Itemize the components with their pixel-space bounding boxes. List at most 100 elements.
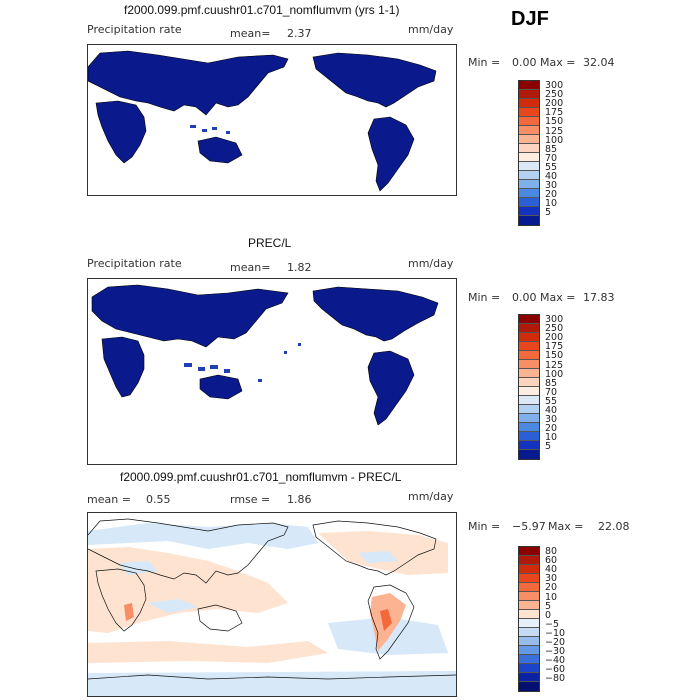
colorbar-tick-label: −60 <box>545 664 566 676</box>
panel2-units: mm/day <box>408 257 454 270</box>
panel2-mean-label: mean= <box>230 261 271 274</box>
panel3-mean-value: 0.55 <box>146 493 171 506</box>
colorbar-swatch <box>519 216 539 225</box>
colorbar-swatch <box>519 162 539 171</box>
colorbar-tick-label: −40 <box>545 655 566 667</box>
panel1-title: f2000.099.pmf.cuushr01.c701_nomflumvm (y… <box>124 3 400 17</box>
colorbar-tick-label: 20 <box>545 423 558 435</box>
panel2-variable-label: Precipitation rate <box>87 257 182 270</box>
panel3-rmse-label: rmse = <box>230 493 271 506</box>
colorbar-tick-label: 70 <box>545 152 558 164</box>
panel2-min-value: 0.00 <box>512 291 537 304</box>
colorbar-tick-label: 40 <box>545 171 558 182</box>
colorbar-tick-label: 20 <box>545 582 558 594</box>
colorbar-swatch <box>519 423 539 432</box>
panel3-colorbar-swatches <box>519 547 539 691</box>
colorbar-tick-label: 10 <box>545 591 558 603</box>
colorbar-swatch <box>519 646 539 655</box>
colorbar-tick-label: 70 <box>545 386 558 398</box>
colorbar-tick-label: 200 <box>545 98 564 110</box>
colorbar-swatch <box>519 601 539 610</box>
colorbar-tick-label: 5 <box>545 207 552 219</box>
colorbar-swatch <box>519 387 539 396</box>
colorbar-tick-label: 30 <box>545 414 558 426</box>
panel1-mean-label: mean= <box>230 27 271 40</box>
colorbar-tick-label: 30 <box>545 573 558 585</box>
colorbar-swatch <box>519 90 539 99</box>
colorbar-tick-label: 55 <box>545 161 558 173</box>
colorbar-tick-label: 85 <box>545 377 558 389</box>
colorbar-swatch <box>519 180 539 189</box>
colorbar-tick-label: 125 <box>545 359 564 371</box>
panel2-land <box>91 284 439 426</box>
colorbar-swatch <box>519 441 539 450</box>
colorbar-swatch <box>519 171 539 180</box>
colorbar-swatch <box>519 324 539 333</box>
colorbar-swatch <box>519 198 539 207</box>
colorbar-tick-label: −10 <box>545 627 566 639</box>
colorbar-swatch <box>519 655 539 664</box>
colorbar-tick-label: 60 <box>545 555 558 567</box>
panel3-colorbar <box>518 546 540 692</box>
colorbar-tick-label: −20 <box>545 637 566 648</box>
colorbar-swatch <box>519 547 539 556</box>
colorbar-swatch <box>519 351 539 360</box>
colorbar-swatch <box>519 135 539 144</box>
panel1-max-label: Max = <box>540 56 576 69</box>
colorbar-swatch <box>519 432 539 441</box>
colorbar-swatch <box>519 378 539 387</box>
panel2-max-value: 17.83 <box>583 291 615 304</box>
colorbar-tick-label: 80 <box>545 546 558 557</box>
colorbar-swatch <box>519 565 539 574</box>
colorbar-swatch <box>519 610 539 619</box>
colorbar-tick-label: 10 <box>545 198 558 210</box>
season-label: DJF <box>511 8 549 30</box>
colorbar-swatch <box>519 207 539 216</box>
colorbar-swatch <box>519 682 539 691</box>
colorbar-swatch <box>519 333 539 342</box>
colorbar-swatch <box>519 583 539 592</box>
panel1-min-value: 0.00 <box>512 56 537 69</box>
colorbar-tick-label: 20 <box>545 189 558 201</box>
colorbar-tick-label: 250 <box>545 89 564 101</box>
colorbar-swatch <box>519 153 539 162</box>
colorbar-swatch <box>519 81 539 90</box>
colorbar-tick-label: 150 <box>545 116 564 128</box>
colorbar-tick-label: −5 <box>545 618 560 630</box>
colorbar-tick-label: 250 <box>545 323 564 335</box>
colorbar-tick-label: 30 <box>545 180 558 192</box>
colorbar-swatch <box>519 360 539 369</box>
colorbar-swatch <box>519 414 539 423</box>
colorbar-swatch <box>519 99 539 108</box>
colorbar-tick-label: 40 <box>545 405 558 416</box>
colorbar-swatch <box>519 450 539 459</box>
colorbar-tick-label: 10 <box>545 432 558 444</box>
colorbar-swatch <box>519 189 539 198</box>
panel3-rmse-value: 1.86 <box>287 493 312 506</box>
panel2-map <box>87 278 457 465</box>
panel3-mean-label: mean = <box>87 493 131 506</box>
colorbar-swatch <box>519 144 539 153</box>
colorbar-swatch <box>519 619 539 628</box>
colorbar-tick-label: 175 <box>545 107 564 119</box>
colorbar-tick-label: −30 <box>545 646 566 658</box>
panel1-map-svg <box>88 50 437 192</box>
panel3-min-value: −5.97 <box>512 520 546 533</box>
panel3-max-label: Max = <box>548 520 584 533</box>
panel1-colorbar-swatches <box>519 81 539 225</box>
panel3-anomaly-fill <box>88 523 456 696</box>
colorbar-tick-label: 40 <box>545 564 558 576</box>
colorbar-tick-label: 200 <box>545 332 564 344</box>
panel1-units: mm/day <box>408 23 454 36</box>
panel1-map <box>87 44 457 196</box>
colorbar-tick-label: 175 <box>545 341 564 353</box>
colorbar-swatch <box>519 628 539 637</box>
colorbar-tick-label: 150 <box>545 350 564 362</box>
colorbar-tick-label: 55 <box>545 395 558 407</box>
panel2-map-svg <box>91 284 439 426</box>
colorbar-swatch <box>519 126 539 135</box>
colorbar-swatch <box>519 574 539 583</box>
panel2-min-label: Min = <box>468 291 501 304</box>
colorbar-swatch <box>519 369 539 378</box>
colorbar-tick-label: 5 <box>545 441 552 453</box>
